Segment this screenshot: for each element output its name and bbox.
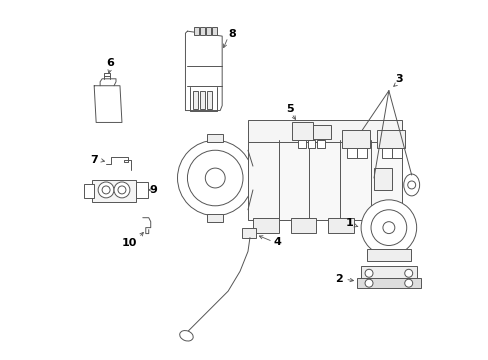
Bar <box>342 130 369 148</box>
Bar <box>291 122 313 140</box>
Bar <box>290 218 316 233</box>
Bar <box>307 140 315 148</box>
Bar <box>252 218 278 233</box>
Bar <box>381 148 391 158</box>
Bar <box>356 278 420 288</box>
Bar <box>200 91 205 109</box>
Bar <box>207 134 223 142</box>
Bar <box>247 140 401 220</box>
Text: 9: 9 <box>149 185 157 195</box>
Circle shape <box>187 150 243 206</box>
Bar <box>327 218 353 233</box>
Text: 10: 10 <box>121 238 136 248</box>
Ellipse shape <box>403 174 419 196</box>
Bar <box>193 91 198 109</box>
Text: 8: 8 <box>228 29 236 39</box>
Circle shape <box>98 182 114 198</box>
Bar <box>356 148 366 158</box>
Text: 7: 7 <box>90 155 98 165</box>
Bar <box>391 148 401 158</box>
Circle shape <box>118 186 126 194</box>
Circle shape <box>177 140 252 216</box>
Bar <box>313 125 331 139</box>
Circle shape <box>404 279 412 287</box>
Circle shape <box>404 269 412 277</box>
Circle shape <box>360 200 416 255</box>
Circle shape <box>205 168 224 188</box>
Circle shape <box>365 269 372 277</box>
Bar <box>206 27 211 35</box>
Text: 5: 5 <box>285 104 293 113</box>
Bar <box>92 180 136 202</box>
Bar <box>373 168 391 190</box>
Bar <box>242 228 255 238</box>
Circle shape <box>365 279 372 287</box>
Bar <box>360 266 416 278</box>
Text: 1: 1 <box>345 218 352 228</box>
Bar <box>366 249 410 261</box>
Ellipse shape <box>179 330 193 341</box>
Circle shape <box>114 182 130 198</box>
Text: 2: 2 <box>335 274 343 284</box>
Circle shape <box>407 181 415 189</box>
Bar <box>346 148 356 158</box>
Text: 6: 6 <box>106 58 114 68</box>
Circle shape <box>370 210 406 246</box>
Bar <box>212 27 217 35</box>
Bar <box>194 27 199 35</box>
Bar <box>207 214 223 222</box>
Bar <box>366 218 391 233</box>
Text: 4: 4 <box>273 237 281 247</box>
Bar <box>297 140 305 148</box>
Bar <box>376 130 404 148</box>
Bar <box>200 27 205 35</box>
Text: 3: 3 <box>394 74 402 84</box>
Circle shape <box>382 222 394 234</box>
Bar <box>247 121 401 142</box>
Circle shape <box>102 186 110 194</box>
Bar <box>84 184 94 198</box>
Bar <box>136 182 147 198</box>
Bar <box>207 91 212 109</box>
Bar <box>317 140 325 148</box>
